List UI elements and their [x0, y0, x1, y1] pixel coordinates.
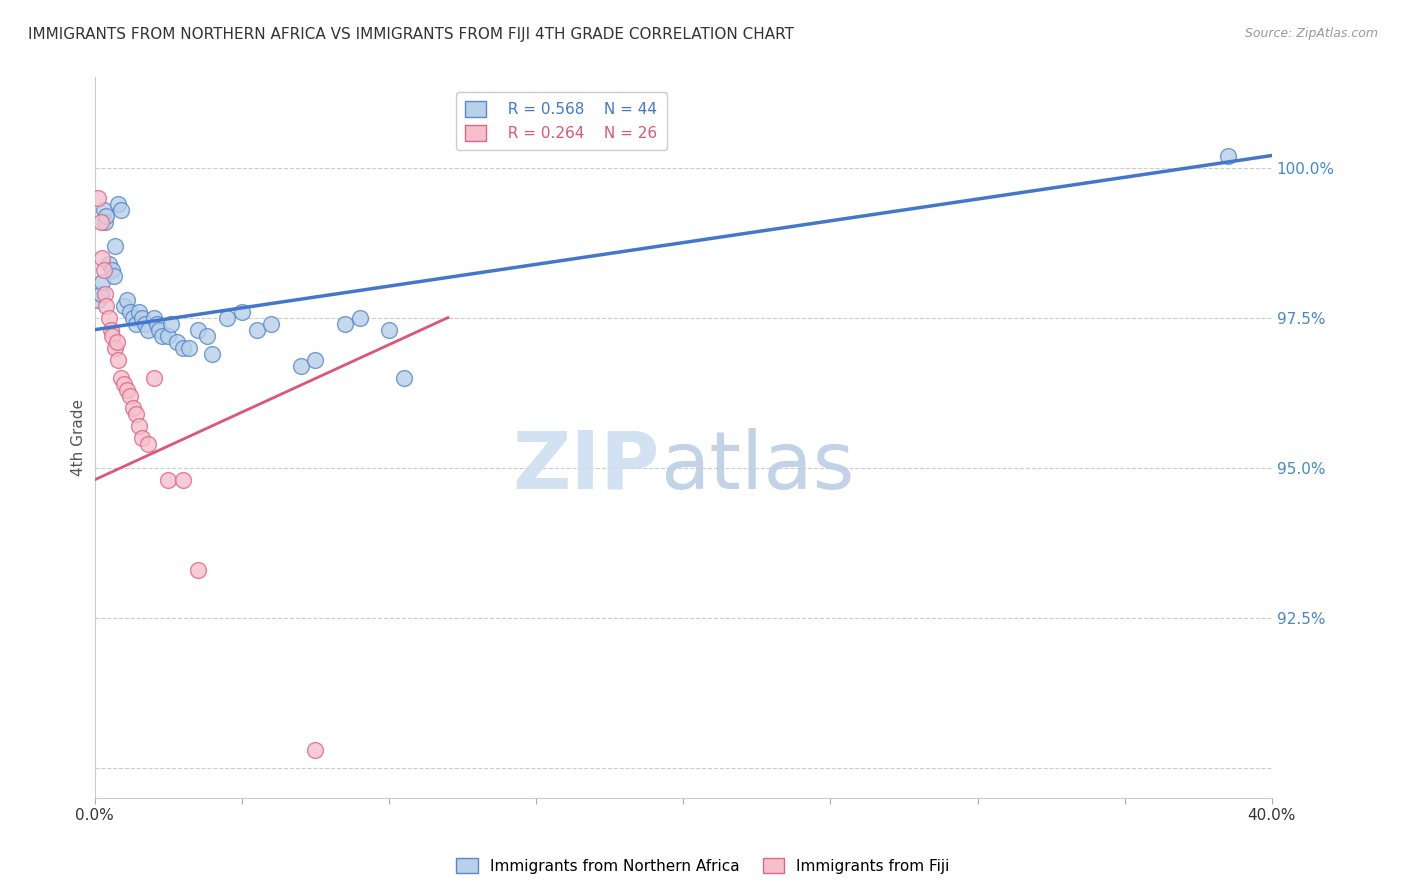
- Point: [1216, 148, 1239, 162]
- Point: [118, 389, 141, 403]
- Point: [103, 268, 125, 283]
- Point: [93, 202, 115, 217]
- Point: [290, 359, 312, 373]
- Point: [118, 304, 141, 318]
- Point: [91, 251, 114, 265]
- Point: [195, 328, 218, 343]
- Point: [104, 238, 127, 252]
- Y-axis label: 4th Grade: 4th Grade: [72, 400, 86, 476]
- Point: [187, 323, 209, 337]
- Point: [107, 352, 129, 367]
- Point: [131, 310, 153, 325]
- Point: [93, 262, 115, 277]
- Point: [304, 352, 326, 367]
- Point: [107, 196, 129, 211]
- Point: [90, 286, 112, 301]
- Point: [100, 323, 122, 337]
- Point: [136, 436, 159, 450]
- Point: [98, 310, 121, 325]
- Point: [125, 317, 148, 331]
- Point: [104, 341, 127, 355]
- Point: [157, 328, 180, 343]
- Point: [134, 317, 156, 331]
- Point: [333, 317, 356, 331]
- Legend:   R = 0.568    N = 44,   R = 0.264    N = 26: R = 0.568 N = 44, R = 0.264 N = 26: [456, 92, 666, 150]
- Point: [115, 293, 138, 307]
- Point: [105, 334, 128, 349]
- Point: [260, 317, 283, 331]
- Point: [172, 473, 194, 487]
- Point: [94, 286, 117, 301]
- Point: [98, 257, 121, 271]
- Point: [101, 262, 124, 277]
- Point: [231, 304, 253, 318]
- Point: [177, 341, 200, 355]
- Point: [187, 563, 209, 577]
- Point: [131, 431, 153, 445]
- Point: [96, 299, 118, 313]
- Point: [91, 275, 114, 289]
- Legend: Immigrants from Northern Africa, Immigrants from Fiji: Immigrants from Northern Africa, Immigra…: [450, 852, 956, 880]
- Point: [145, 317, 167, 331]
- Point: [172, 341, 194, 355]
- Point: [142, 310, 165, 325]
- Point: [122, 310, 145, 325]
- Point: [86, 190, 108, 204]
- Point: [110, 370, 132, 384]
- Text: ZIP: ZIP: [513, 427, 659, 506]
- Point: [136, 323, 159, 337]
- Point: [349, 310, 371, 325]
- Point: [122, 401, 145, 415]
- Point: [142, 370, 165, 384]
- Point: [201, 347, 224, 361]
- Text: Source: ZipAtlas.com: Source: ZipAtlas.com: [1244, 27, 1378, 40]
- Point: [157, 473, 180, 487]
- Point: [112, 376, 135, 391]
- Point: [166, 334, 188, 349]
- Point: [392, 370, 415, 384]
- Point: [148, 323, 170, 337]
- Point: [128, 304, 150, 318]
- Point: [101, 328, 124, 343]
- Point: [304, 743, 326, 757]
- Point: [94, 214, 117, 228]
- Point: [90, 214, 112, 228]
- Point: [110, 202, 132, 217]
- Point: [217, 310, 239, 325]
- Point: [112, 299, 135, 313]
- Point: [86, 293, 108, 307]
- Point: [245, 323, 267, 337]
- Point: [128, 418, 150, 433]
- Point: [125, 407, 148, 421]
- Point: [378, 323, 401, 337]
- Point: [115, 383, 138, 397]
- Point: [160, 317, 183, 331]
- Point: [96, 209, 118, 223]
- Point: [152, 328, 174, 343]
- Text: atlas: atlas: [659, 427, 853, 506]
- Text: IMMIGRANTS FROM NORTHERN AFRICA VS IMMIGRANTS FROM FIJI 4TH GRADE CORRELATION CH: IMMIGRANTS FROM NORTHERN AFRICA VS IMMIG…: [28, 27, 794, 42]
